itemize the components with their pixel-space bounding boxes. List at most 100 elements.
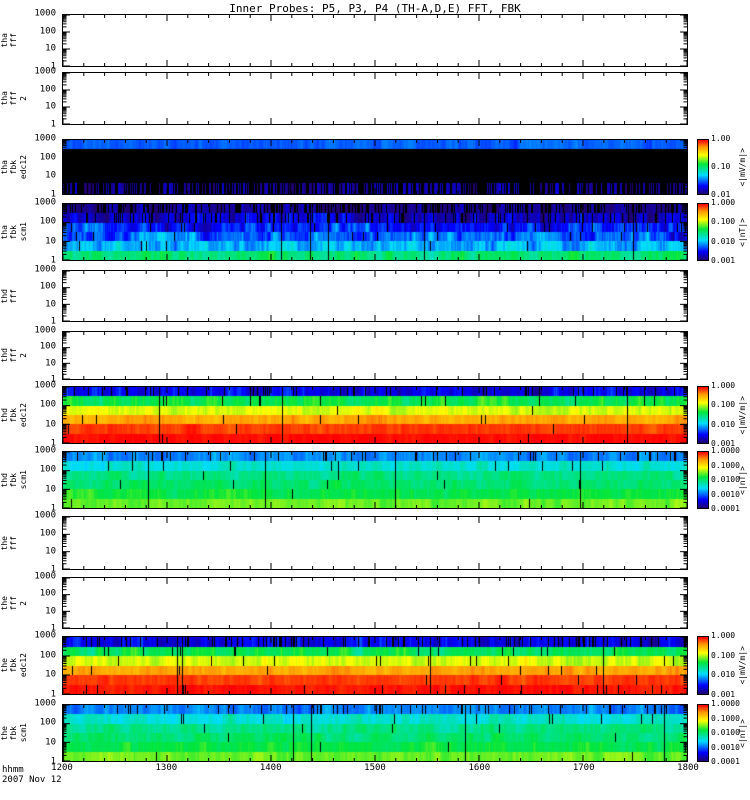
colorbar-unit-label: <|nT|>: [738, 451, 747, 509]
panel-label-word: tha: [0, 91, 9, 106]
y-tick-label: 10: [45, 358, 56, 369]
x-tick-label: 1400: [259, 763, 282, 773]
colorbar-tick-label: 0.0100: [711, 475, 740, 484]
panel-label-the-fff: the fff: [0, 516, 19, 570]
panel-label-word: fbk: [9, 407, 19, 423]
spectrogram-canvas: [63, 637, 687, 694]
y-tick-label: 1000: [34, 630, 56, 641]
axis-ticks: [63, 452, 687, 508]
panel-label-thd-fff-2: thd fff 2: [0, 331, 28, 380]
y-tick-label: 1: [50, 564, 56, 575]
spectrogram-canvas: [63, 204, 687, 260]
y-tick-label: 100: [39, 84, 56, 95]
panel-label-tha-fbk-scm1: tha fbk scm1: [0, 203, 28, 261]
panel-tha-fbk-edc12: [62, 139, 688, 195]
x-tick-label: 1700: [572, 763, 595, 773]
y-tick-label: 100: [39, 399, 56, 410]
colorbar-tick-label: 0.010: [711, 670, 736, 680]
colorbar-tick-label: 1.0000: [711, 446, 740, 455]
y-tick-label: 100: [39, 341, 56, 352]
spectrogram-canvas: [63, 452, 687, 508]
panel-label-thd-fff: thd fff: [0, 270, 19, 322]
x-tick-label: 1500: [364, 763, 386, 773]
colorbar-tick-label: 0.001: [711, 256, 736, 265]
panel-label-word: thd: [0, 288, 9, 304]
y-tick-label: 1: [50, 189, 56, 200]
panel-label-the-fbk-scm1: the fbk scm1: [0, 704, 28, 762]
y-tick-label: 1: [50, 438, 56, 449]
colorbar-tick-label: 0.0001: [711, 504, 740, 513]
colorbar-unit-label: <|nT|>: [738, 704, 747, 762]
y-tick-label: 1000: [34, 197, 56, 208]
panel-thd-fbk-edc12: [62, 386, 688, 444]
axis-ticks: [63, 637, 687, 694]
colorbar-tick-label: 0.0100: [711, 728, 740, 737]
axis-ticks: [63, 204, 687, 260]
y-tick-label: 1000: [34, 571, 56, 582]
y-tick-label: 1000: [34, 264, 56, 275]
colorbar-tick-label: 1.000: [711, 381, 736, 390]
y-tick-label: 10: [45, 737, 56, 748]
panel-label-word: the: [0, 658, 9, 673]
x-tick-label: 1800: [677, 763, 699, 773]
axis-ticks: [63, 387, 687, 443]
colorbar-tick-label: 0.01: [711, 190, 731, 199]
panel-label-word: scm1: [18, 222, 28, 242]
panel-label-word: fff: [9, 33, 19, 48]
colorbar: [697, 139, 709, 195]
colorbar-tick-label: 1.000: [711, 198, 736, 207]
colorbar-unit-label: <|mV/m|>: [738, 636, 747, 695]
plot-title: Inner Probes: P5, P3, P4 (TH-A,D,E) FFT,…: [229, 2, 521, 15]
y-tick-label: 1000: [34, 380, 56, 391]
panel-label-word: fff: [9, 288, 19, 304]
y-tick-label: 10: [45, 299, 56, 310]
colorbar-unit-text: <|mV/m|>: [738, 646, 747, 685]
panel-label-word: fff: [9, 348, 19, 363]
spectrogram-canvas: [63, 387, 687, 443]
colorbar: [697, 386, 709, 444]
colorbar-tick-label: 0.1000: [711, 713, 740, 723]
y-tick-label: 100: [39, 717, 56, 728]
colorbar-unit-text: <|mV/m|>: [738, 395, 747, 435]
panel-label-thd-fbk-scm1: thd fbk scm1: [0, 451, 28, 509]
colorbar-tick-label: 0.001: [711, 690, 736, 699]
y-tick-label: 100: [39, 281, 56, 292]
y-tick-label: 1000: [34, 133, 56, 144]
y-tick-label: 10: [45, 43, 56, 54]
colorbar-tick-label: 0.100: [711, 217, 736, 227]
panel-label-word: fbk: [9, 472, 19, 488]
y-tick-label: 100: [39, 588, 56, 599]
panel-label-word: fbk: [9, 224, 19, 240]
panel-label-word: thd: [0, 348, 9, 363]
x-axis-unit-label: hhmm: [2, 765, 24, 775]
y-tick-label: 1000: [34, 445, 56, 456]
y-tick-label: 1000: [34, 698, 56, 709]
y-tick-label: 100: [39, 26, 56, 37]
x-tick-label: 1200: [51, 763, 73, 773]
date-label: 2007 Nov 12: [2, 775, 62, 785]
panel-label-word: tha: [0, 33, 9, 48]
colorbar-unit-text: <|nT|>: [738, 718, 747, 748]
panel-label-word: 2: [18, 600, 28, 606]
colorbar-unit-label: <|nT|>: [738, 203, 747, 261]
colorbar-unit-text: <|nT|>: [738, 465, 747, 495]
y-tick-label: 100: [39, 152, 56, 163]
y-tick-label: 10: [45, 546, 56, 557]
colorbar-tick-label: 0.100: [711, 650, 736, 660]
panel-label-word: edc12: [18, 402, 28, 428]
y-tick-label: 1: [50, 756, 56, 767]
panel-label-word: edc12: [18, 154, 28, 180]
panel-tha-fbk-scm1: [62, 203, 688, 261]
colorbar-tick-label: 0.0010: [711, 489, 740, 499]
colorbar-unit-text: <|mV/m|>: [738, 147, 747, 187]
panel-label-word: scm1: [18, 470, 28, 490]
y-tick-label: 10: [45, 170, 56, 181]
panel-thd-fff-2: [62, 331, 688, 380]
x-tick-label: 1600: [468, 763, 491, 773]
panel-tha-fff-2: [62, 72, 688, 125]
panel-tha-fff: [62, 14, 688, 67]
panel-label-word: 2: [18, 96, 28, 101]
colorbar-tick-label: 0.1000: [711, 460, 740, 470]
panel-label-word: tha: [0, 159, 9, 175]
panel-label-word: fff: [9, 595, 19, 611]
